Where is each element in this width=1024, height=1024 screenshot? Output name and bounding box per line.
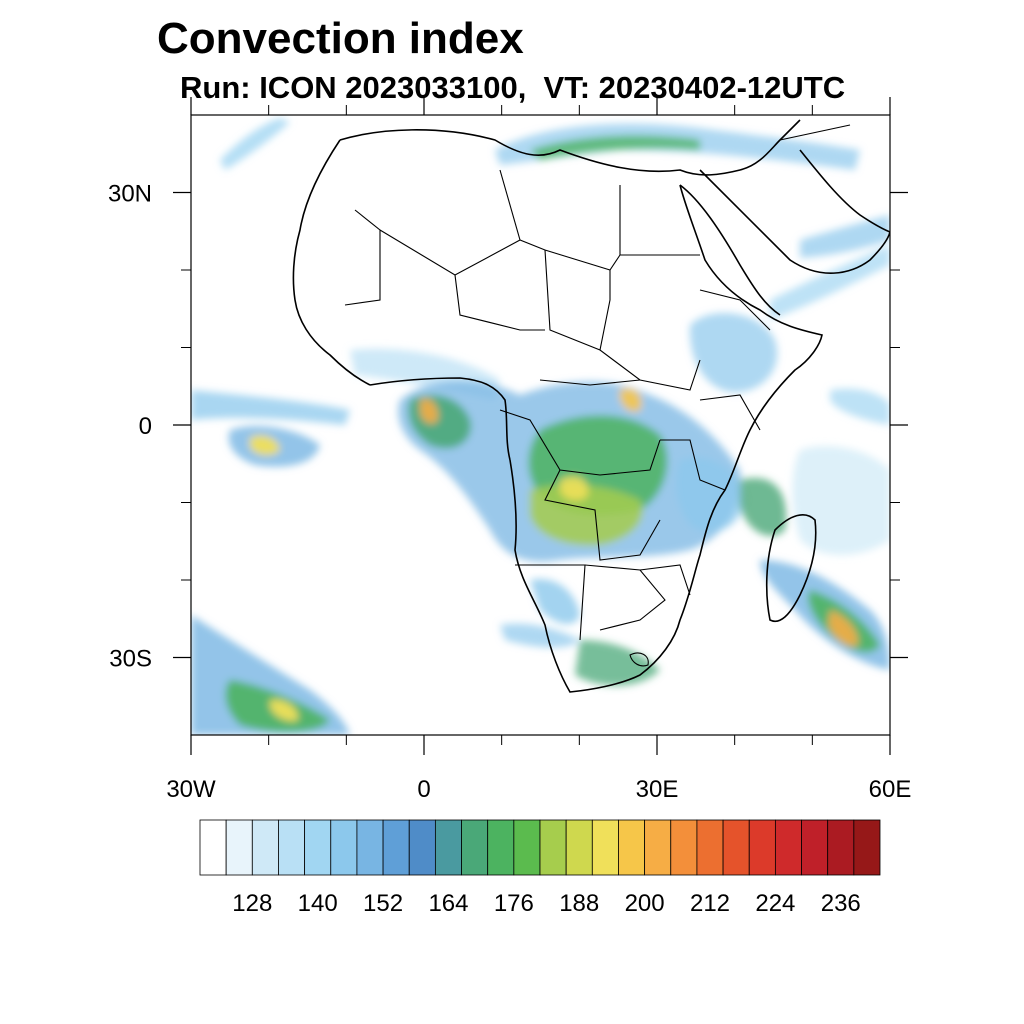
coast-north-africa [339,119,801,176]
map-title: Convection index [157,14,524,63]
colorbar-label: 200 [625,890,665,917]
coast-east-africa [509,184,823,693]
coast-arabia [699,169,890,274]
border-drc-north [499,409,661,476]
colorbar-label: 164 [428,890,468,917]
coast-persian-gulf [799,149,890,233]
colorbar-label: 212 [690,890,730,917]
shade-east-africa [675,457,745,532]
lon-tick-label: 30W [166,776,216,803]
colorbar-swatch [670,819,698,876]
map-axes: 30N 0 30S 30W 0 30E 60E [108,97,911,803]
shade-arabia-north [800,215,890,258]
shade-uganda-core [619,388,642,412]
shade-ethiopia [689,313,778,393]
colorbar-swatch [722,819,750,876]
colorbar-swatch [304,819,332,876]
colorbar-swatch [618,819,646,876]
shade-indian-north [830,388,890,425]
colorbar-swatch [565,819,593,876]
country-borders [344,124,851,667]
colorbar-swatch [644,819,672,876]
colorbar-swatch [461,819,489,876]
border-tanzania [660,439,726,491]
shade-madagascar-core [828,610,859,647]
border-mozambique [639,564,691,596]
lon-tick-label: 0 [417,776,430,803]
border-lesotho [629,652,649,667]
colorbar-swatch [382,819,410,876]
lon-tick-label: 30E [636,776,679,803]
colorbar-swatch [539,819,567,876]
shade-atlantic-equator [191,390,350,425]
colorbar-swatch [330,819,358,876]
colorbar-label: 128 [232,890,272,917]
colorbar-label: 140 [298,890,338,917]
colorbar-swatch [774,819,802,876]
colorbar-label: 176 [494,890,534,917]
colorbar-label: 236 [821,890,861,917]
shade-atlantic-south [500,623,580,648]
coast-gulf-of-guinea [369,377,511,461]
colorbar-swatch [696,819,724,876]
map-subtitle: Run: ICON 2023033100, VT: 20230402-12UTC [180,70,846,105]
border-niger [454,274,545,331]
border-car [539,379,641,386]
border-kenya [699,394,761,431]
colorbar-label: 152 [363,890,403,917]
border-ethiopia [699,289,771,331]
colorbar-swatch [251,819,279,876]
shade-namibia [530,579,580,625]
colorbar-swatch [853,819,881,876]
colorbar-swatch [356,819,384,876]
convection-field [191,118,890,735]
colorbar-swatch [434,819,462,876]
shade-zambia-core [560,476,589,501]
lon-tick-label: 60E [869,776,912,803]
lat-tick-label: 30S [109,646,152,673]
colorbar-swatch [827,819,855,876]
border-mauritania [344,209,381,306]
coastlines [292,119,890,693]
colorbar-swatch [513,819,541,876]
shade-atlantic-north [220,118,290,170]
map-content [191,115,890,735]
colorbar-swatch [408,819,436,876]
shade-southwest-atlantic-peak [270,699,299,722]
lat-tick-label: 30N [108,181,152,208]
border-angola [544,469,661,561]
colorbar-swatch [199,819,227,876]
colorbar-swatch [278,819,306,876]
lat-tick-label: 0 [139,413,152,440]
shade-gabon-core [420,398,439,424]
coast-west-africa [292,139,371,386]
colorbar-swatch [487,819,515,876]
colorbar-swatch [591,819,619,876]
border-south-sudan [599,349,701,391]
border-botswana [584,564,666,631]
colorbar-swatch [225,819,253,876]
colorbar-label: 224 [755,890,795,917]
colorbar-swatch [748,819,776,876]
shade-angola-zambia [530,484,643,546]
coast-red-sea-west [679,184,781,316]
shade-south-africa [575,640,660,686]
colorbar: 128 140 152 164 176 188 200 212 224 236 [199,819,881,917]
shade-comoros [740,478,787,536]
shade-indian-mid [792,446,890,555]
colorbar-label: 188 [559,890,599,917]
shade-atlantic-cell-core [250,435,280,456]
colorbar-swatch [801,819,829,876]
coast-madagascar [765,514,817,622]
border-turkey [779,124,851,141]
border-libya-west [499,169,521,241]
shade-arabia-south [770,245,890,320]
